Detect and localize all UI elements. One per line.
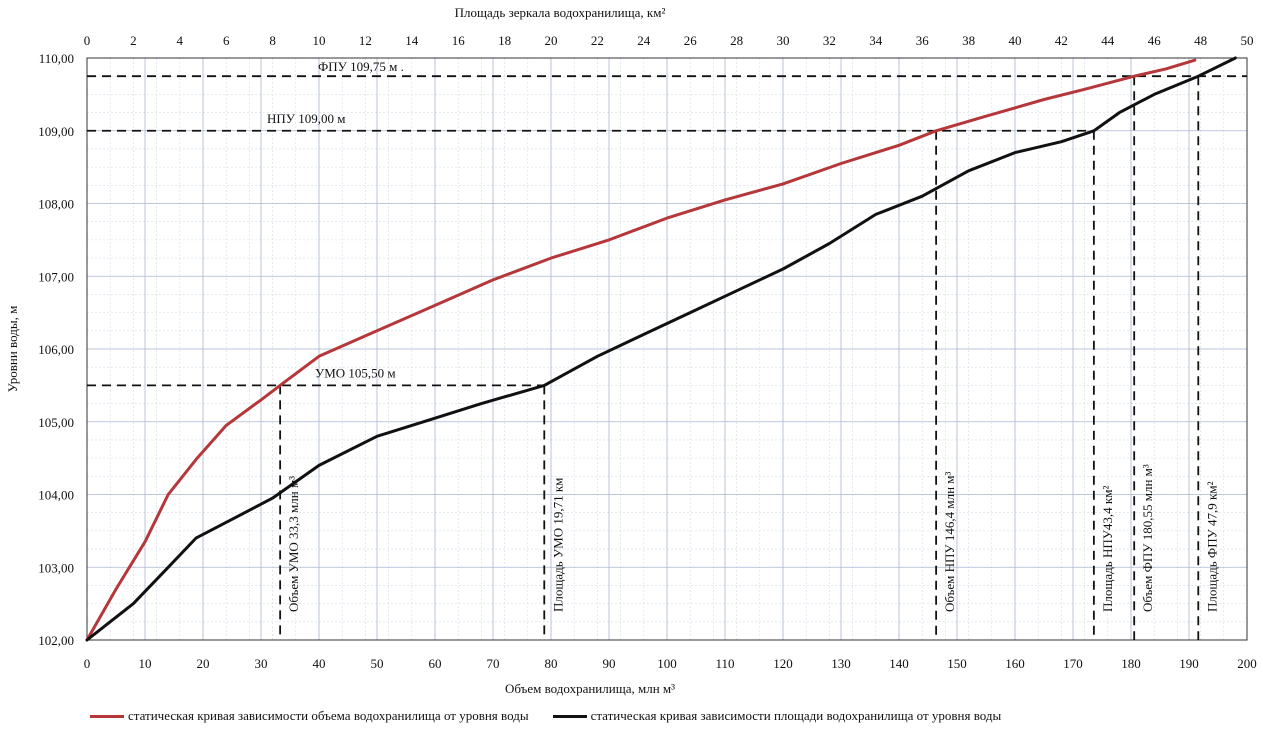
x-top-tick-label: 24 <box>637 33 651 48</box>
x-top-tick-label: 12 <box>359 33 372 48</box>
x-bottom-tick-label: 80 <box>545 656 558 671</box>
npu-level-label: НПУ 109,00 м <box>267 111 345 126</box>
x-bottom-tick-label: 100 <box>657 656 677 671</box>
x-top-tick-label: 8 <box>269 33 276 48</box>
fpu-area-label: Площадь ФПУ 47,9 км² <box>1204 481 1219 612</box>
x-bottom-tick-label: 60 <box>429 656 442 671</box>
x-bottom-tick-label: 90 <box>603 656 616 671</box>
y-tick-label: 110,00 <box>39 51 74 66</box>
x-bottom-tick-label: 200 <box>1237 656 1257 671</box>
x-top-tick-label: 38 <box>962 33 975 48</box>
x-top-tick-label: 40 <box>1009 33 1022 48</box>
legend-swatch-volume <box>90 714 124 718</box>
x-top-tick-label: 0 <box>84 33 91 48</box>
x-bottom-tick-label: 110 <box>715 656 734 671</box>
x-bottom-tick-label: 0 <box>84 656 91 671</box>
x-top-tick-label: 48 <box>1194 33 1207 48</box>
x-top-tick-label: 10 <box>313 33 326 48</box>
x-bottom-tick-label: 20 <box>197 656 210 671</box>
x-top-tick-label: 20 <box>545 33 558 48</box>
y-tick-label: 104,00 <box>38 488 74 503</box>
umo-volume-label: Объем УМО 33,3 млн м³ <box>286 476 301 612</box>
x-top-tick-label: 32 <box>823 33 836 48</box>
legend-label-volume: статическая кривая зависимости объема во… <box>128 708 529 723</box>
chart-legend: статическая кривая зависимости объема во… <box>90 708 1001 724</box>
x-bottom-tick-label: 10 <box>139 656 152 671</box>
y-tick-label: 103,00 <box>38 560 74 575</box>
x-bottom-axis-title: Объем водохранилища, млн м³ <box>505 681 675 696</box>
x-bottom-tick-label: 160 <box>1005 656 1025 671</box>
legend-swatch-area <box>552 714 587 718</box>
x-top-tick-label: 44 <box>1101 33 1115 48</box>
y-tick-label: 105,00 <box>38 415 74 430</box>
level-volume-area-chart: 0 10 20 30 40 50 60 70 80 90 100 110 120 130 140 150 160… <box>5 5 1257 696</box>
x-top-tick-label: 42 <box>1055 33 1068 48</box>
legend-item-area: статическая кривая зависимости площади в… <box>552 708 1002 724</box>
y-tick-label: 102,00 <box>38 633 74 648</box>
y-tick-label: 108,00 <box>38 197 74 212</box>
x-bottom-tick-label: 180 <box>1121 656 1141 671</box>
y-axis-title: Уровни воды, м <box>5 306 20 393</box>
x-top-tick-label: 50 <box>1241 33 1254 48</box>
legend-label-area: статическая кривая зависимости площади в… <box>590 708 1002 723</box>
x-top-tick-label: 26 <box>684 33 698 48</box>
x-bottom-tick-label: 140 <box>889 656 909 671</box>
y-tick-label: 109,00 <box>38 124 74 139</box>
fpu-volume-label: Объем ФПУ 180,55 млн м³ <box>1140 464 1155 612</box>
x-bottom-tick-label: 190 <box>1179 656 1199 671</box>
x-bottom-tick-label: 70 <box>487 656 500 671</box>
x-top-tick-label: 18 <box>498 33 511 48</box>
x-bottom-tick-label: 170 <box>1063 656 1083 671</box>
umo-level-label: УМО 105,50 м <box>315 365 396 380</box>
volume-curve-line <box>85 58 1197 642</box>
x-top-tick-label: 36 <box>916 33 930 48</box>
fpu-level-label: ФПУ 109,75 м . <box>318 59 404 74</box>
x-bottom-tick-label: 30 <box>255 656 268 671</box>
x-bottom-tick-label: 150 <box>947 656 967 671</box>
y-tick-label: 106,00 <box>38 342 74 357</box>
legend-item-volume: статическая кривая зависимости объема во… <box>90 708 529 724</box>
area-curve-line <box>85 56 1237 642</box>
y-tick-label: 107,00 <box>38 269 74 284</box>
x-top-tick-label: 6 <box>223 33 230 48</box>
x-bottom-tick-label: 40 <box>313 656 326 671</box>
x-top-axis-title: Площадь зеркала водохранилища, км² <box>455 5 666 20</box>
x-bottom-tick-label: 120 <box>773 656 793 671</box>
umo-area-label: Площадь УМО 19,71 км <box>550 478 565 612</box>
x-top-tick-label: 14 <box>405 33 419 48</box>
npu-area-label: Площадь НПУ43,4 км² <box>1100 486 1115 612</box>
x-bottom-tick-label: 50 <box>371 656 384 671</box>
x-top-tick-label: 46 <box>1148 33 1162 48</box>
x-top-tick-label: 2 <box>130 33 137 48</box>
x-top-tick-label: 16 <box>452 33 466 48</box>
x-top-tick-label: 28 <box>730 33 743 48</box>
x-top-tick-label: 30 <box>777 33 790 48</box>
plot-frame <box>86 57 1248 641</box>
npu-volume-label: Объем НПУ 146,4 млн м³ <box>942 471 957 612</box>
x-bottom-tick-label: 130 <box>831 656 851 671</box>
x-top-tick-label: 34 <box>869 33 883 48</box>
x-top-tick-label: 4 <box>177 33 184 48</box>
x-top-tick-label: 22 <box>591 33 604 48</box>
